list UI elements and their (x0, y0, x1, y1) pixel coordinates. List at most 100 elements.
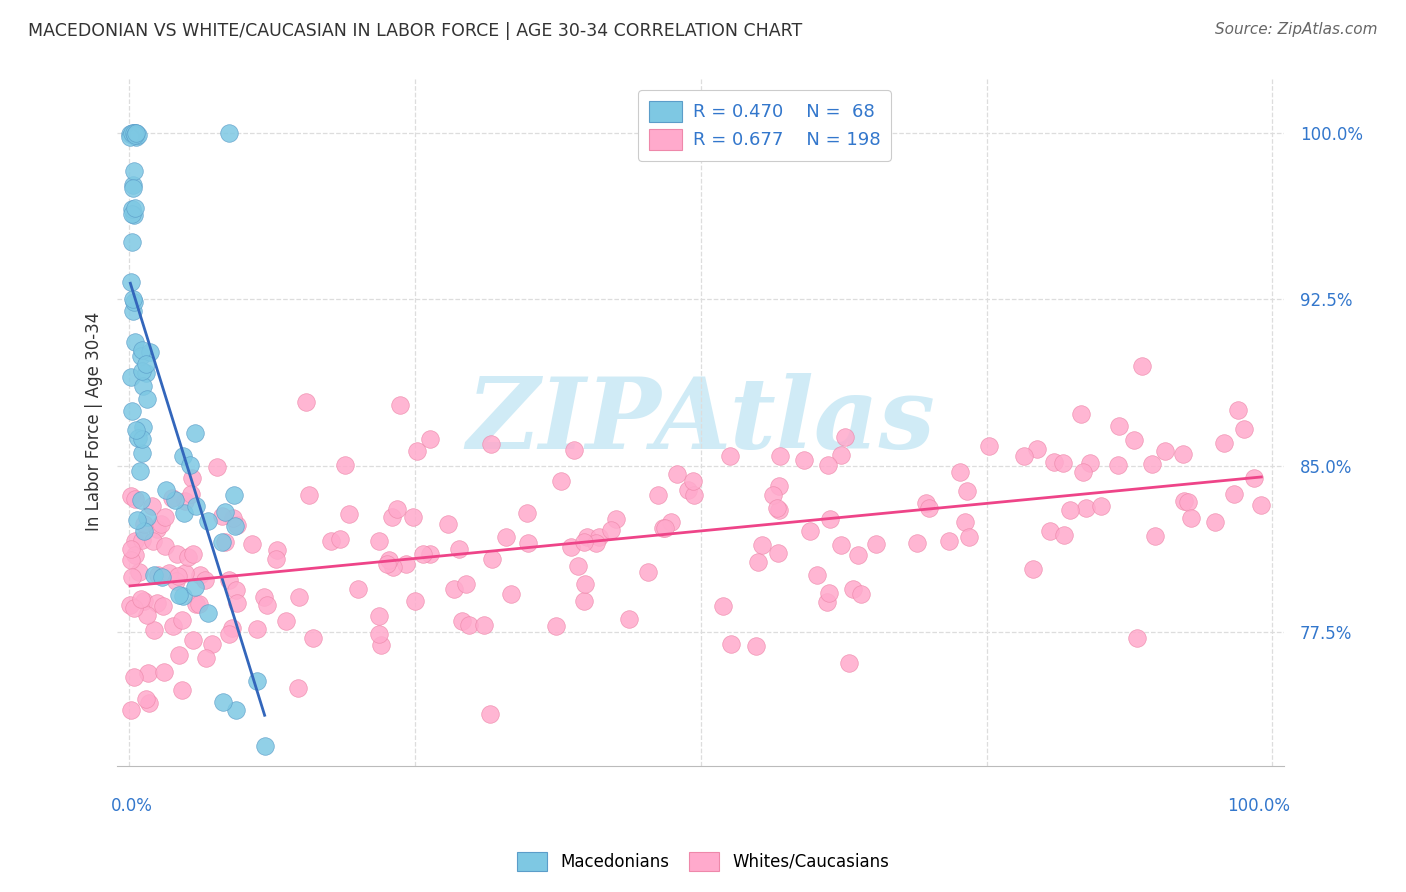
Point (402, 510, 425, 524)
Point (449, 542, 471, 557)
Point (298, 488, 321, 502)
Point (218, 573, 240, 587)
Point (121, 126, 143, 140)
Point (120, 542, 142, 557)
Point (585, 536, 607, 550)
Point (1243, 471, 1265, 485)
Point (599, 523, 621, 537)
Point (793, 453, 815, 467)
Point (817, 458, 839, 472)
Point (145, 596, 167, 610)
Point (319, 534, 342, 549)
Point (124, 549, 146, 563)
Point (124, 202, 146, 216)
Point (395, 558, 418, 572)
Point (1154, 443, 1177, 458)
Point (1108, 418, 1130, 433)
Point (122, 164, 145, 178)
Point (1022, 562, 1045, 576)
Point (172, 449, 194, 463)
Point (186, 597, 208, 611)
Point (142, 623, 165, 637)
Point (1052, 456, 1074, 470)
Legend: R = 0.470    N =  68, R = 0.677    N = 198: R = 0.470 N = 68, R = 0.677 N = 198 (638, 90, 891, 161)
Point (224, 519, 246, 533)
Point (574, 593, 596, 607)
Point (266, 552, 288, 566)
Point (454, 576, 477, 591)
Point (132, 524, 155, 538)
Point (214, 534, 236, 549)
Point (132, 516, 155, 531)
Point (718, 449, 741, 463)
Point (162, 618, 184, 632)
Point (849, 587, 872, 601)
Point (388, 398, 411, 412)
Point (170, 613, 193, 627)
Point (124, 670, 146, 684)
Point (122, 126, 145, 140)
Point (122, 295, 145, 310)
Point (287, 681, 309, 696)
Point (155, 509, 177, 524)
Point (121, 202, 143, 217)
Point (131, 343, 153, 358)
Point (139, 345, 162, 359)
Point (1250, 498, 1272, 512)
Point (955, 484, 977, 499)
Point (666, 467, 689, 482)
Point (368, 534, 391, 549)
Point (160, 491, 183, 506)
Point (979, 439, 1001, 453)
Point (152, 665, 174, 679)
Point (180, 471, 202, 485)
Point (121, 304, 143, 318)
Point (381, 510, 404, 524)
Point (197, 606, 219, 620)
Point (450, 614, 472, 628)
Point (225, 596, 247, 610)
Point (142, 534, 165, 549)
Point (125, 126, 148, 140)
Point (818, 512, 841, 526)
Point (370, 638, 392, 652)
Point (150, 569, 173, 583)
Point (377, 553, 399, 567)
Point (184, 581, 207, 595)
Point (720, 637, 742, 651)
Point (412, 547, 434, 561)
Point (1144, 529, 1167, 543)
Point (184, 426, 207, 441)
Point (131, 492, 153, 507)
Point (495, 530, 517, 544)
Point (1126, 631, 1149, 645)
Point (145, 522, 167, 536)
Point (957, 529, 980, 543)
Point (188, 568, 211, 582)
Point (129, 464, 152, 478)
Point (136, 666, 159, 681)
Point (122, 181, 145, 195)
Point (181, 633, 204, 648)
Point (517, 536, 540, 550)
Point (1012, 449, 1035, 463)
Point (481, 437, 503, 451)
Point (166, 547, 188, 561)
Point (1070, 407, 1092, 421)
Point (1233, 422, 1256, 436)
Point (905, 535, 928, 549)
Point (122, 128, 145, 142)
Point (605, 512, 627, 526)
Point (165, 492, 187, 507)
Point (152, 599, 174, 614)
Point (124, 534, 146, 549)
Point (246, 623, 269, 637)
Text: ZIPAtlas: ZIPAtlas (467, 373, 935, 470)
Point (1140, 457, 1163, 471)
Point (815, 595, 838, 609)
Point (274, 615, 297, 629)
Point (121, 235, 143, 249)
Point (121, 207, 143, 221)
Point (194, 651, 217, 665)
Point (562, 442, 585, 457)
